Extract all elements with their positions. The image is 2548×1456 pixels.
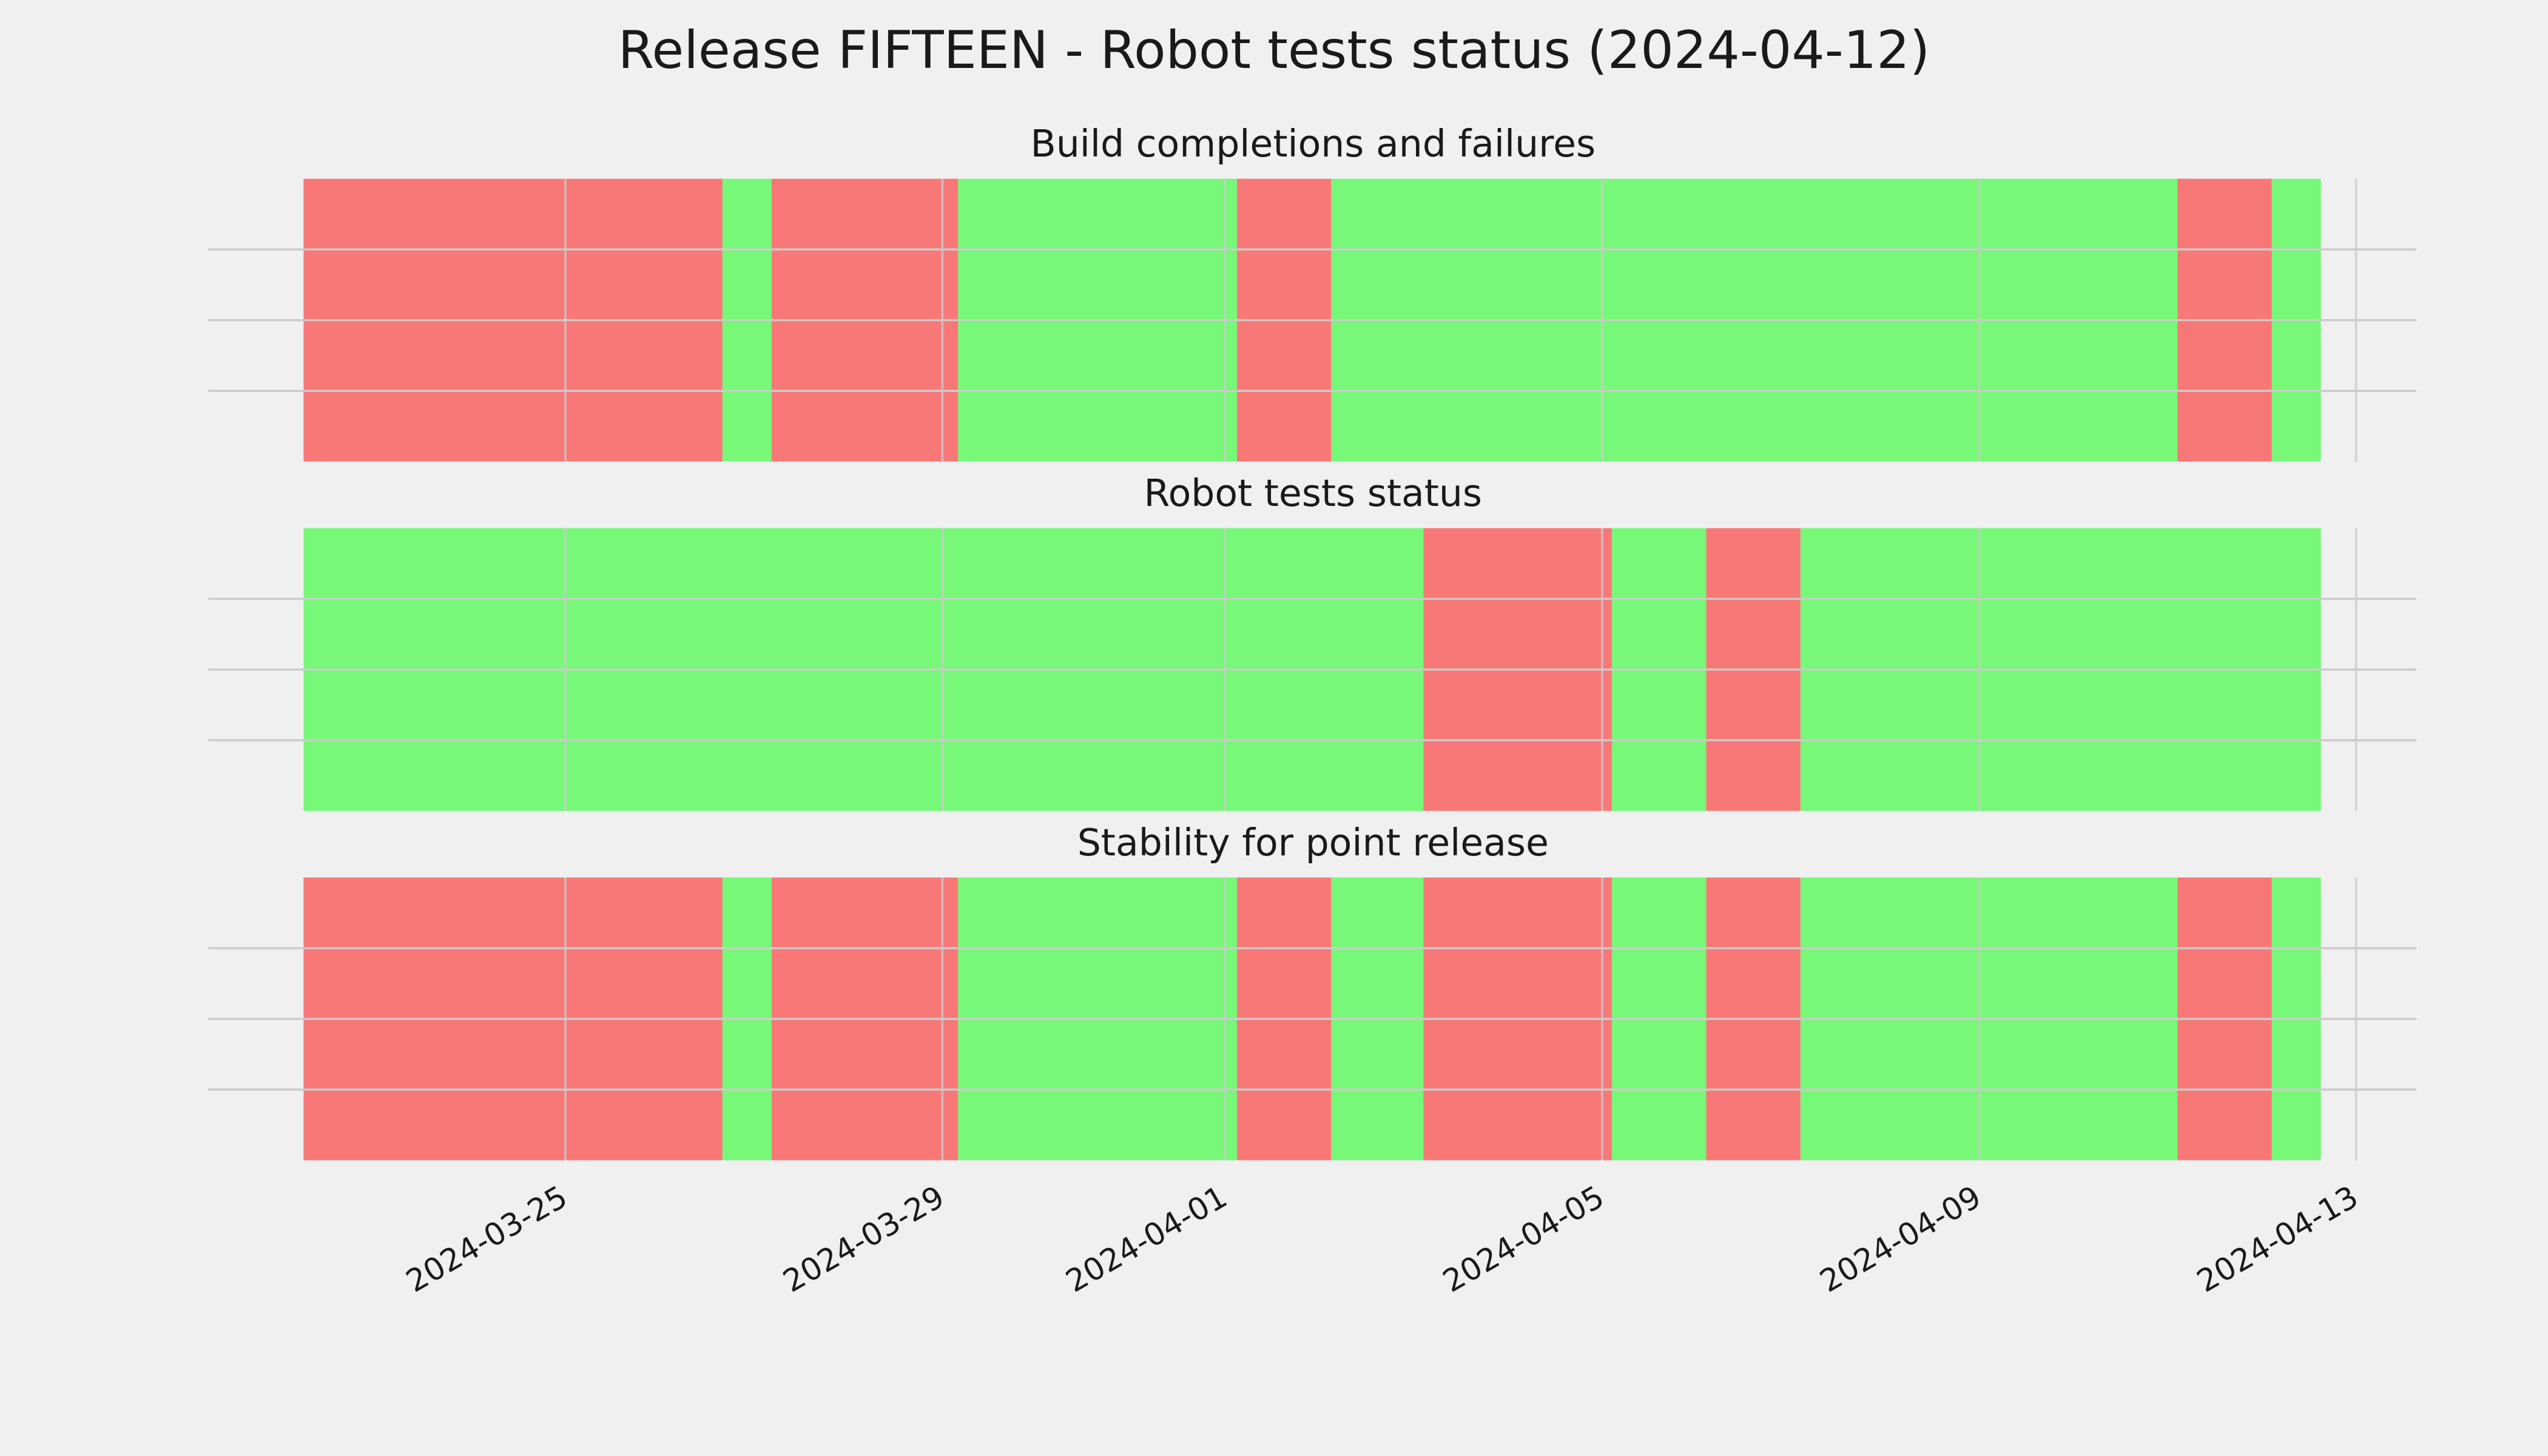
subplot-title: Stability for point release	[1077, 821, 1549, 864]
figure-title: Release FIFTEEN - Robot tests status (20…	[618, 20, 1930, 81]
subplot-title: Robot tests status	[1144, 471, 1482, 515]
subplot-title: Build completions and failures	[1030, 122, 1596, 166]
